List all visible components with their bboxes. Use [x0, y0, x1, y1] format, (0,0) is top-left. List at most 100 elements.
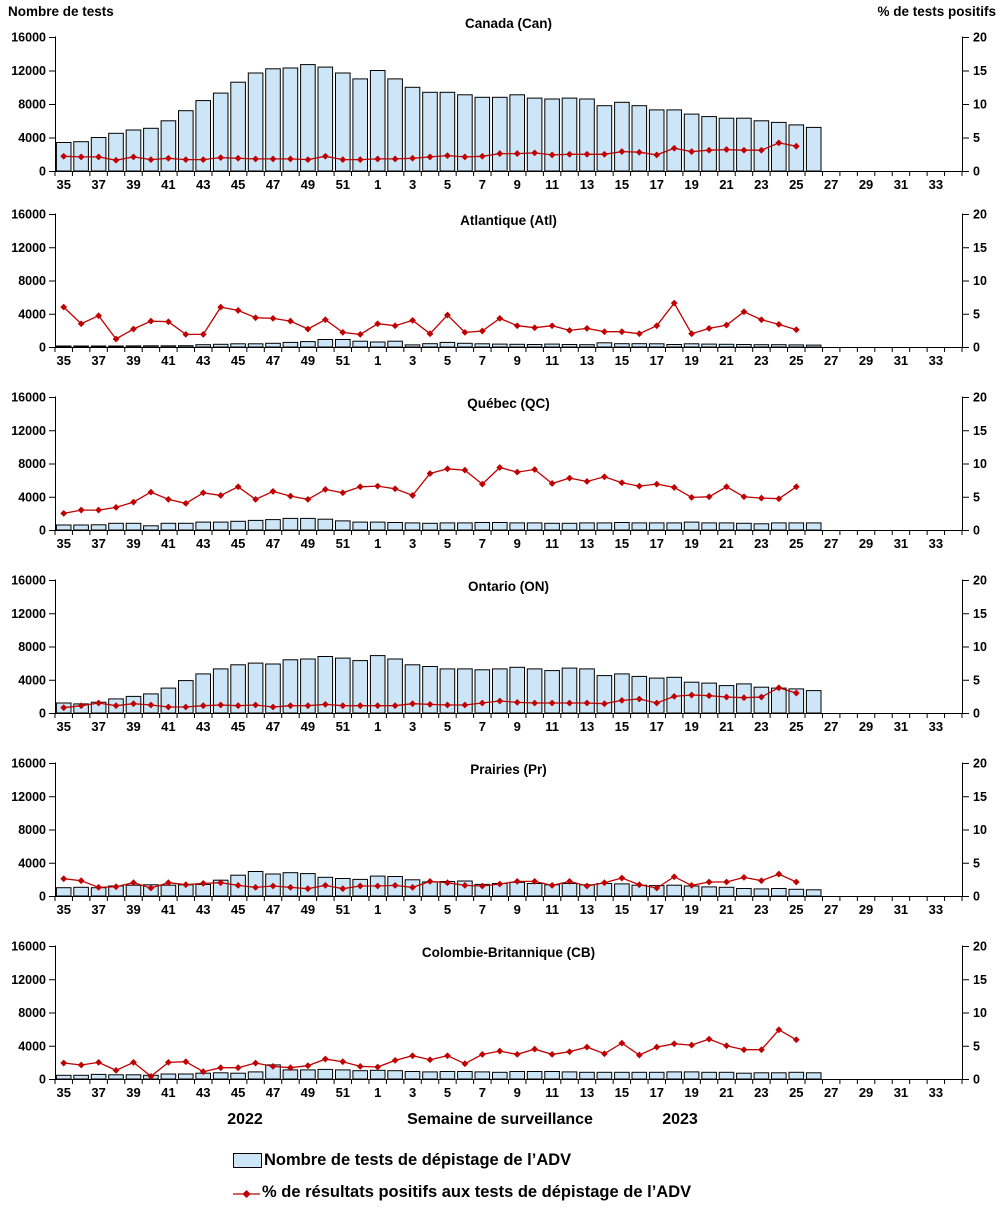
bar — [212, 1072, 229, 1080]
line-point — [635, 1051, 643, 1059]
bar — [108, 345, 124, 348]
week-label: 23 — [754, 536, 768, 551]
line-point — [635, 148, 643, 156]
line-point — [321, 881, 329, 889]
line-point — [548, 151, 556, 159]
bar — [648, 343, 665, 348]
bar — [753, 523, 770, 531]
week-label: 35 — [56, 719, 70, 734]
week-label: 31 — [894, 902, 908, 917]
week-label: 3 — [409, 1085, 416, 1100]
line-point — [409, 317, 416, 324]
line-point — [478, 699, 486, 707]
week-label: 7 — [479, 353, 486, 368]
line-point — [583, 150, 591, 158]
bar — [474, 522, 491, 531]
bar — [369, 655, 386, 714]
bar — [404, 664, 421, 714]
right-tick-label: 5 — [973, 1039, 980, 1053]
week-label: 27 — [824, 177, 838, 192]
bar — [422, 666, 438, 714]
week-label: 9 — [514, 1085, 521, 1100]
left-tick-label: 4000 — [18, 673, 46, 687]
bar — [718, 1071, 735, 1080]
line-point — [199, 702, 207, 710]
left-tick-label: 12000 — [11, 607, 46, 621]
week-label: 33 — [929, 353, 943, 368]
week-label: 9 — [514, 177, 521, 192]
line-point — [496, 150, 504, 157]
line-point — [601, 328, 608, 336]
line-point — [653, 480, 661, 488]
week-label: 47 — [266, 353, 280, 368]
line-point — [566, 877, 573, 885]
week-label: 1 — [374, 1085, 381, 1100]
left-tick-label: 16000 — [11, 391, 46, 405]
week-label: 7 — [479, 536, 486, 551]
line-point — [130, 879, 137, 887]
bar — [648, 109, 665, 172]
bar — [526, 1071, 543, 1080]
right-tick-label: 20 — [973, 208, 987, 222]
line-point — [758, 693, 765, 701]
bar — [718, 522, 735, 531]
line-point — [269, 488, 277, 495]
bar — [404, 344, 421, 348]
week-label: 7 — [479, 719, 486, 734]
week-label: 33 — [929, 536, 943, 551]
week-label: 43 — [196, 177, 210, 192]
panel-title: Canada (Can) — [465, 16, 552, 31]
bar — [125, 1074, 142, 1080]
line-point — [635, 695, 643, 703]
week-label: 45 — [231, 177, 245, 192]
bar — [561, 883, 578, 897]
bar — [90, 1073, 107, 1080]
bar — [439, 522, 456, 531]
week-label: 1 — [374, 719, 381, 734]
bar — [666, 522, 683, 531]
line-point — [531, 324, 539, 332]
bar — [509, 94, 525, 172]
line-point — [164, 154, 172, 162]
line-point — [409, 154, 416, 162]
bar — [788, 888, 805, 897]
legend: Nombre de tests de dépistage de l’ADV % … — [233, 1151, 1002, 1202]
line-point — [775, 684, 783, 692]
line-point — [391, 485, 399, 493]
bar — [631, 105, 648, 172]
bar — [753, 1072, 770, 1080]
line-point — [269, 315, 277, 322]
line-point — [566, 699, 573, 707]
bar — [247, 72, 264, 172]
week-label: 1 — [374, 177, 381, 192]
bar — [771, 121, 787, 172]
line-point — [775, 139, 783, 147]
bar — [265, 663, 281, 714]
bar — [805, 344, 822, 348]
bar — [247, 662, 264, 714]
bar — [596, 342, 613, 348]
week-label: 31 — [894, 353, 908, 368]
line-point — [792, 1036, 800, 1044]
bar — [404, 1071, 421, 1080]
line-point — [653, 151, 661, 159]
bar — [788, 688, 805, 714]
line-point — [147, 156, 155, 164]
line-point — [321, 1055, 329, 1063]
week-label: 17 — [650, 902, 664, 917]
bars-series — [55, 339, 822, 348]
bar — [387, 78, 403, 172]
week-label: 47 — [266, 719, 280, 734]
bar — [352, 660, 368, 714]
line-point — [409, 700, 416, 708]
bar — [736, 117, 752, 172]
positivity-line-series — [60, 870, 800, 893]
bar — [178, 680, 194, 714]
line-point — [356, 156, 364, 164]
line-point — [444, 879, 451, 887]
line-point — [688, 691, 696, 699]
bar — [561, 1071, 578, 1080]
week-label: 29 — [859, 902, 873, 917]
bar — [579, 98, 595, 172]
bar — [108, 522, 124, 531]
